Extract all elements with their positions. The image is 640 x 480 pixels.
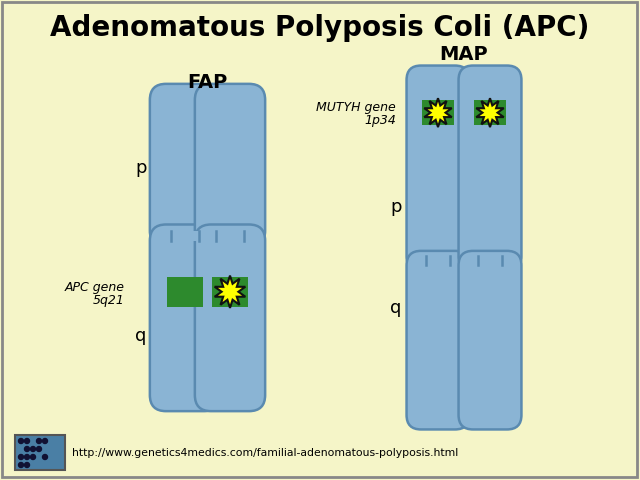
Circle shape (36, 439, 42, 444)
Circle shape (19, 463, 24, 468)
FancyBboxPatch shape (458, 251, 522, 430)
Circle shape (24, 439, 29, 444)
Text: p: p (135, 159, 147, 177)
Circle shape (19, 439, 24, 444)
Text: p: p (390, 198, 402, 216)
Circle shape (42, 455, 47, 459)
Bar (477, 256, 502, 265)
Circle shape (24, 455, 29, 459)
Bar (172, 231, 198, 240)
Text: 5q21: 5q21 (93, 294, 125, 307)
FancyBboxPatch shape (406, 66, 470, 271)
Bar (426, 256, 451, 265)
Bar (216, 231, 244, 240)
FancyBboxPatch shape (406, 251, 470, 430)
Text: MAP: MAP (440, 46, 488, 64)
Text: q: q (135, 327, 147, 345)
FancyBboxPatch shape (150, 84, 220, 247)
Bar (167, 277, 203, 307)
Text: APC gene: APC gene (65, 281, 125, 294)
Circle shape (19, 455, 24, 459)
Circle shape (36, 446, 42, 452)
FancyBboxPatch shape (150, 225, 220, 411)
Text: http://www.genetics4medics.com/familial-adenomatous-polyposis.html: http://www.genetics4medics.com/familial-… (72, 448, 458, 458)
Circle shape (24, 463, 29, 468)
Text: MUTYH gene: MUTYH gene (316, 101, 396, 114)
Text: q: q (390, 299, 402, 317)
Text: 1p34: 1p34 (364, 114, 396, 127)
Polygon shape (214, 276, 245, 308)
Text: Adenomatous Polyposis Coli (APC): Adenomatous Polyposis Coli (APC) (51, 14, 589, 42)
Bar (422, 100, 454, 125)
FancyBboxPatch shape (15, 435, 65, 470)
Circle shape (31, 455, 35, 459)
Text: FAP: FAP (188, 72, 228, 92)
Bar (212, 277, 248, 307)
Circle shape (31, 446, 35, 452)
Polygon shape (424, 98, 452, 127)
Bar (474, 100, 506, 125)
Circle shape (24, 446, 29, 452)
Circle shape (42, 439, 47, 444)
FancyBboxPatch shape (195, 225, 265, 411)
FancyBboxPatch shape (458, 66, 522, 271)
FancyBboxPatch shape (195, 84, 265, 247)
Polygon shape (476, 98, 504, 127)
